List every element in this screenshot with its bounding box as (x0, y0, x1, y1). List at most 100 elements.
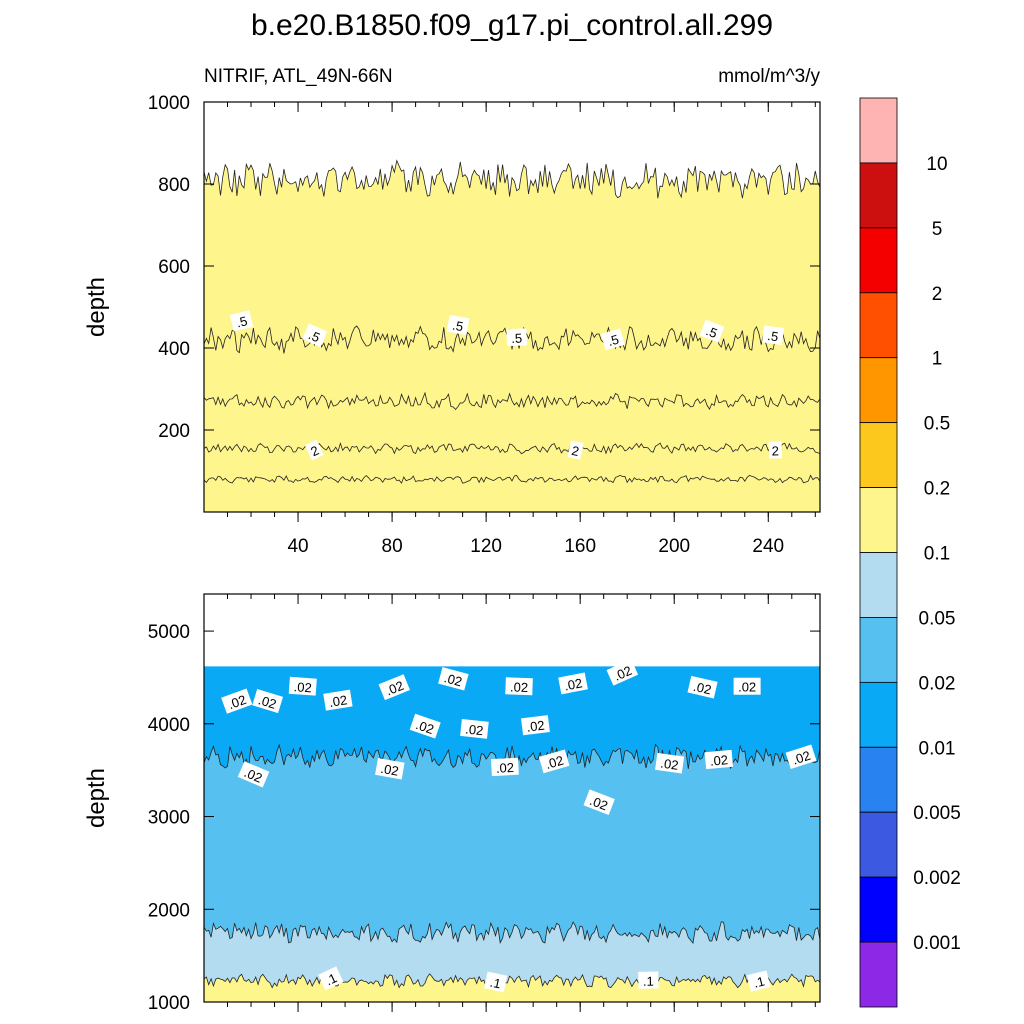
contour-label-bg (538, 749, 570, 774)
contour-label-bg (746, 970, 771, 992)
contour-label-bg (606, 659, 639, 686)
contour-label: .02 (655, 752, 685, 774)
contour-label: .02 (505, 677, 533, 696)
contour-label: .02 (583, 789, 615, 815)
contour-label-bg (601, 328, 625, 351)
contour-label-bg (567, 440, 584, 460)
contour-label: .02 (538, 749, 570, 774)
contour-label: .02 (704, 749, 734, 770)
contour-label-text: .02 (692, 679, 713, 698)
contour-label: .02 (687, 675, 718, 699)
contour-label-text: .5 (306, 327, 322, 345)
colorbar-label: 0.2 (924, 479, 950, 500)
contour-label: .02 (733, 677, 761, 695)
colorbar: 10 5 2 1 0.5 0.2 0.1 0.05 0.02 0.01 0.005 0.002 0.00… (859, 97, 961, 1008)
colorbar-label: 0.02 (919, 673, 956, 694)
contour-label: .5 (446, 314, 470, 336)
figure-title: b.e20.B1850.f09_g17.pi_control.all.299 (251, 9, 773, 42)
plot-frame (203, 101, 821, 513)
contour-label-bg (638, 971, 659, 989)
contour-label-text: .02 (414, 717, 436, 737)
contour-label-bg (460, 719, 489, 739)
contour-label: .02 (558, 672, 588, 695)
y-tick-label: 4000 (148, 715, 190, 736)
left-subtitle: NITRIF, ATL_49N-66N (204, 66, 393, 87)
colorbar-box-c1_2 (859, 292, 898, 359)
contour-label-bg (446, 314, 470, 336)
colorbar-label: 2 (932, 284, 943, 305)
contour-band-0.05-0.1 (204, 921, 820, 988)
contour-label-bg (229, 310, 254, 332)
colorbar-box-c001_002 (859, 681, 898, 748)
contour-label-text: .02 (465, 721, 485, 738)
contour-label-text: .02 (226, 692, 248, 712)
colorbar-label: 0.05 (919, 608, 956, 629)
contour-label-bg (252, 689, 284, 714)
x-tick-label: 200 (658, 536, 690, 557)
contour-label-bg (521, 715, 550, 736)
colorbar-label: 0.005 (913, 803, 961, 824)
y-tick-label: 1000 (148, 93, 190, 114)
contour-label: .5 (601, 328, 625, 351)
colorbar-label: 0.1 (924, 544, 950, 565)
contour-label: .02 (378, 674, 410, 701)
contour-line-1230 (203, 973, 821, 989)
contour-label-bg (323, 689, 353, 711)
contour-label-text: .02 (256, 692, 278, 712)
contour-label: .02 (323, 689, 353, 711)
contour-label-text: 2 (772, 443, 779, 458)
contour-label-bg (237, 761, 270, 788)
contour-label-text: .5 (451, 318, 464, 335)
contour-label-bg (506, 328, 528, 347)
contour-label-text: .02 (379, 761, 399, 779)
contour-label-text: .5 (606, 332, 621, 349)
contour-label-text: .1 (752, 973, 766, 990)
contour-label-bg (375, 758, 405, 780)
contour-label-text: .02 (563, 675, 584, 693)
contour-label: .1 (638, 971, 659, 989)
contour-label-bg (409, 713, 441, 739)
contour-label: .02 (438, 667, 469, 691)
contour-label: .02 (606, 659, 639, 686)
contour-label: .1 (484, 971, 508, 993)
contour-label: .5 (302, 323, 328, 347)
y-axis-label: depth (83, 768, 110, 828)
contour-label: .02 (490, 757, 519, 777)
contour-label: .02 (409, 713, 441, 739)
contour-label-text: .02 (738, 680, 756, 695)
contour-label-text: .02 (611, 663, 634, 684)
contour-label-bg (768, 441, 782, 459)
contour-line-270 (203, 391, 821, 410)
contour-label-bg (733, 677, 761, 695)
contour-label-bg (704, 749, 734, 770)
contour-line-1750 (203, 921, 821, 945)
contour-label: .5 (761, 325, 785, 346)
contour-label-bg (378, 674, 410, 701)
contour-label: 2 (567, 440, 584, 460)
contour-label-text: .02 (659, 756, 679, 773)
contour-label: .02 (221, 688, 253, 714)
colorbar-box-c02_05 (859, 422, 898, 488)
contour-label: 2 (304, 439, 324, 461)
upper-panel: 200 400 600 800 1000 40 80 120 160 200 240 depth 2 2 2… (83, 93, 821, 557)
contour-label-text: .02 (328, 692, 348, 710)
contour-label-text: .5 (766, 328, 779, 344)
colorbar-box-c2_5 (859, 227, 898, 294)
contour-label: .02 (785, 744, 817, 769)
contour-band-0.01-0.02 (204, 666, 820, 769)
contour-band-0.1-0.2 (204, 973, 820, 1002)
colorbar-box-c002_005 (859, 617, 898, 683)
contour-label-bg (583, 789, 615, 815)
contour-label-text: .02 (242, 765, 265, 786)
contour-label-text: .02 (709, 752, 728, 769)
contour-label: .1 (746, 970, 771, 992)
contour-label-text: 2 (570, 443, 580, 459)
colorbar-label: 0.5 (924, 414, 950, 435)
contour-label-bg (785, 744, 817, 769)
contour-line-3650 (203, 743, 821, 770)
x-tick-label: 240 (752, 536, 784, 557)
colorbar-box-c01_02 (859, 487, 898, 553)
contour-line-810 (203, 159, 821, 199)
y-tick-label: 800 (158, 175, 190, 196)
y-tick-label: 3000 (148, 808, 190, 829)
